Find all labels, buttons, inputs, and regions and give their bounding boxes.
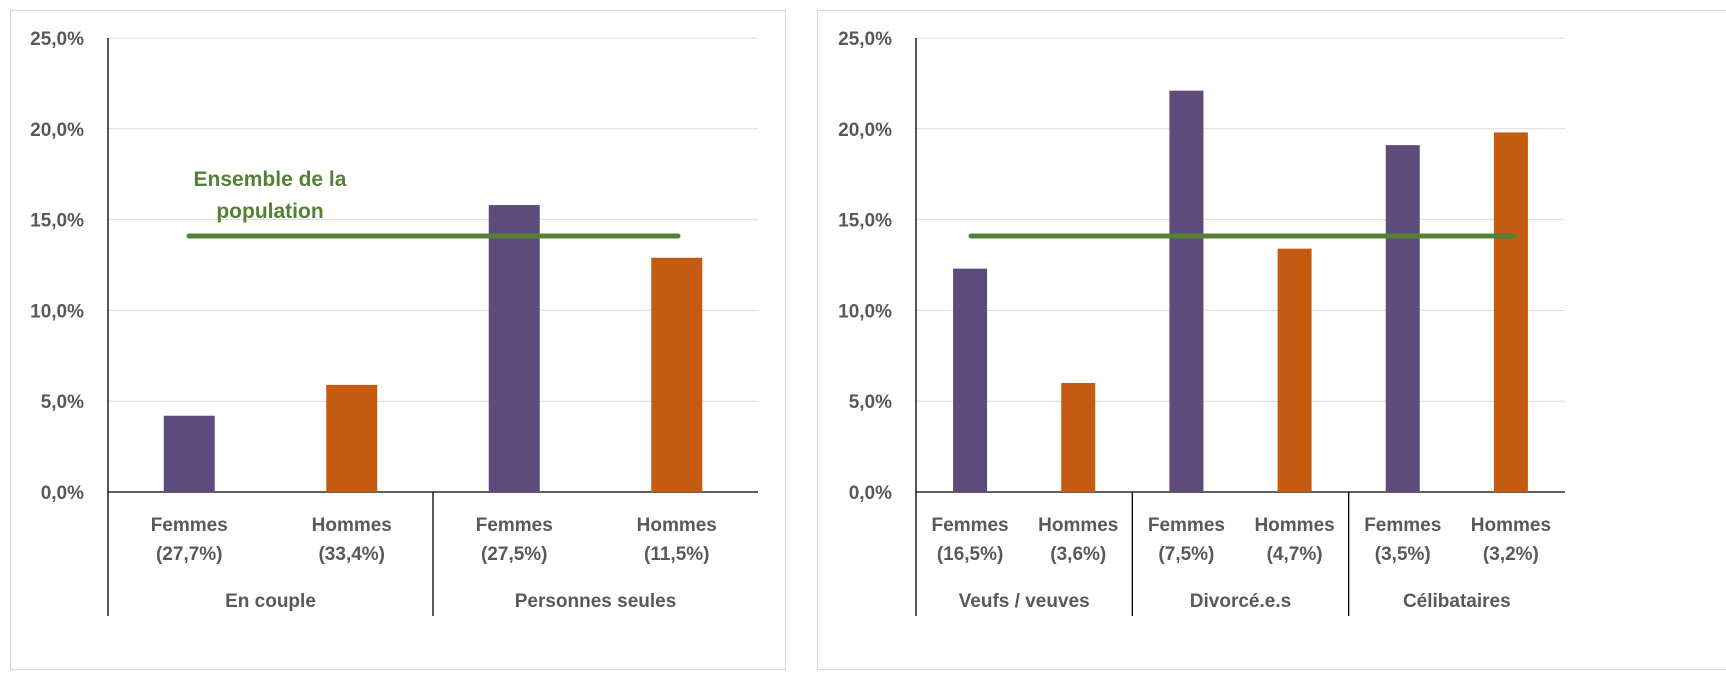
category-label: Femmes [1148,515,1225,536]
y-tick-label: 20,0% [30,120,84,141]
category-share-label: (11,5%) [644,544,709,565]
group-label: Veufs / veuves [959,591,1090,612]
bar-hommes [651,257,703,492]
reference-label: population [216,200,323,223]
right-chart-panel: 0,0% 5,0% 10,0% 15,0% 20,0% 25,0% Femmes (16,5%… [817,10,1726,670]
category-label: Femmes [932,515,1009,536]
y-tick-label: 20,0% [838,120,892,141]
category-share-label: (7,5%) [1158,544,1214,565]
y-tick-label: 25,0% [30,29,84,50]
group-label: Célibataires [1403,591,1511,612]
reference-label: Ensemble de la [194,168,347,191]
bar-femmes [953,268,988,492]
bar-hommes [1493,132,1528,492]
y-tick-label: 5,0% [849,392,892,413]
category-share-label: (27,5%) [481,544,548,565]
left-chart-panel: 0,0% 5,0% 10,0% 15,0% 20,0% 25,0% Femmes (27,7%… [10,10,786,670]
group-label: Personnes seules [515,591,677,612]
left-chart: 0,0% 5,0% 10,0% 15,0% 20,0% 25,0% Femmes (27,7%… [30,29,758,616]
category-label: Hommes [637,515,717,536]
category-label: Hommes [312,515,392,536]
bar-femmes [1385,145,1420,493]
category-label: Hommes [1254,515,1334,536]
y-tick-label: 10,0% [838,301,892,322]
category-label: Femmes [1364,515,1441,536]
y-tick-label: 0,0% [849,483,892,504]
category-label: Hommes [1038,515,1118,536]
category-label: Hommes [1471,515,1551,536]
bar-hommes [1277,248,1312,492]
right-chart: 0,0% 5,0% 10,0% 15,0% 20,0% 25,0% Femmes (16,5%… [838,29,1565,616]
y-tick-label: 15,0% [838,211,892,232]
y-tick-label: 5,0% [41,392,84,413]
y-tick-label: 10,0% [30,301,84,322]
y-tick-label: 15,0% [30,211,84,232]
bar-hommes [326,384,378,492]
category-label: Femmes [476,515,553,536]
bar-femmes [488,205,540,492]
y-tick-label: 0,0% [41,483,84,504]
bar-femmes [163,415,215,492]
category-share-label: (27,7%) [156,544,223,565]
category-label: Femmes [151,515,228,536]
category-share-label: (3,6%) [1050,544,1106,565]
group-label: Divorcé.e.s [1190,591,1291,612]
category-share-label: (3,2%) [1483,544,1539,565]
y-tick-label: 25,0% [838,29,892,50]
bar-hommes [1061,383,1096,492]
category-share-label: (33,4%) [318,544,385,565]
group-label: En couple [225,591,316,612]
category-share-label: (16,5%) [937,544,1004,565]
category-share-label: (4,7%) [1267,544,1323,565]
bar-femmes [1169,90,1204,492]
category-share-label: (3,5%) [1375,544,1431,565]
